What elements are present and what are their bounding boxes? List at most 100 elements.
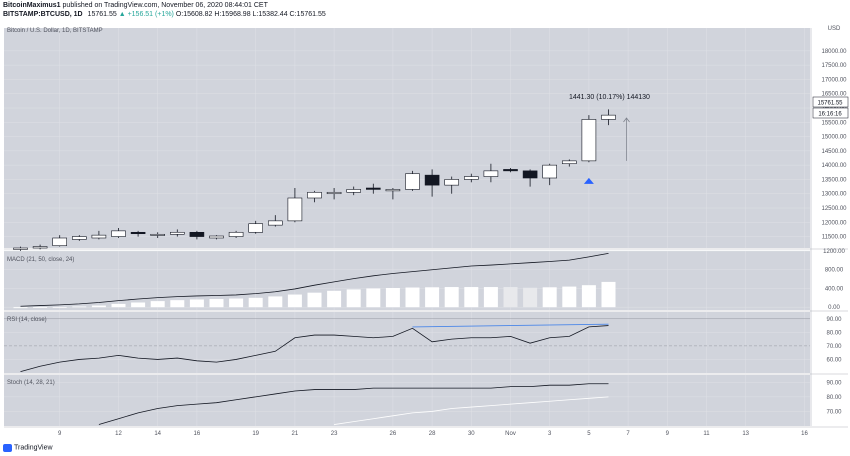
macd-tick-label: 0.00 bbox=[828, 305, 840, 311]
candle-body bbox=[287, 197, 303, 222]
candle-body bbox=[522, 170, 538, 179]
macd-histogram-bar bbox=[542, 287, 557, 308]
candle-body bbox=[150, 233, 165, 236]
x-tick-label: 11 bbox=[703, 431, 710, 437]
price-tick-label: 18000.00 bbox=[821, 49, 847, 55]
x-tick-label: 5 bbox=[587, 431, 591, 437]
candle-body bbox=[307, 191, 322, 199]
macd-histogram-bar bbox=[189, 299, 204, 308]
x-tick-label: 9 bbox=[666, 431, 670, 437]
macd-histogram-bar bbox=[581, 285, 596, 308]
x-tick-label: 28 bbox=[429, 431, 436, 437]
candle-body bbox=[601, 114, 616, 120]
chart-header: BitcoinMaximus1 published on TradingView… bbox=[0, 0, 850, 22]
price-pane bbox=[4, 28, 810, 248]
x-tick-label: 19 bbox=[252, 431, 259, 437]
macd-title: MACD (21, 50, close, 24) bbox=[7, 257, 74, 263]
candle-body bbox=[248, 223, 263, 233]
x-tick-label: 16 bbox=[194, 431, 201, 437]
candle-body bbox=[91, 234, 107, 239]
macd-histogram-bar bbox=[464, 287, 479, 308]
tradingview-logo[interactable]: TradingView bbox=[3, 444, 53, 452]
rsi-tick-label: 70.00 bbox=[826, 344, 842, 350]
low-value: L:15382.44 bbox=[252, 11, 288, 18]
x-tick-label: 14 bbox=[154, 431, 161, 437]
rsi-line bbox=[20, 325, 609, 373]
candle-body bbox=[52, 237, 68, 247]
candle-body bbox=[346, 189, 362, 193]
price-tick-label: 14000.00 bbox=[821, 163, 847, 169]
candle-body bbox=[424, 174, 440, 186]
candle-body bbox=[581, 119, 597, 162]
price-tick-label: 14500.00 bbox=[821, 149, 847, 155]
main-pane-title: Bitcoin / U.S. Dollar, 1D, BITSTAMP bbox=[7, 28, 103, 34]
stoch-tick-label: 80.00 bbox=[826, 395, 842, 401]
rsi-pane bbox=[4, 312, 810, 373]
chart-area[interactable]: 9 12 14 16 19 21 23 26 28 30 Nov 3 5 7 9 11 13 16 11500.00… bbox=[0, 22, 850, 442]
candle-body bbox=[32, 246, 48, 249]
ohlc-legend: BITSTAMP:BTCUSD, 1D 15761.55 ▲ +156.51 (… bbox=[3, 11, 326, 18]
rsi-tick-label: 90.00 bbox=[826, 317, 842, 323]
tradingview-logo-icon bbox=[3, 444, 12, 452]
x-tick-label: 9 bbox=[58, 431, 62, 437]
price-tick-label: 15500.00 bbox=[821, 120, 847, 126]
price-tick-label: 17500.00 bbox=[821, 63, 847, 69]
candle-body bbox=[561, 160, 577, 165]
price-change: ▲ +156.51 (+1%) bbox=[118, 11, 174, 18]
candle-body bbox=[365, 187, 381, 190]
last-price: 15761.55 bbox=[87, 11, 117, 18]
price-tag-value: 15761.55 bbox=[817, 101, 843, 107]
chart-canvas[interactable]: 9 12 14 16 19 21 23 26 28 30 Nov 3 5 7 9 11 13 16 11500.00… bbox=[0, 22, 850, 442]
candle-body bbox=[483, 170, 499, 177]
price-tick-label: 15000.00 bbox=[821, 135, 847, 141]
macd-histogram-bar bbox=[385, 287, 400, 308]
candle-body bbox=[189, 231, 205, 237]
countdown-tag bbox=[812, 107, 849, 119]
x-tick-label: 26 bbox=[390, 431, 397, 437]
macd-histogram-bar bbox=[425, 287, 440, 308]
macd-histogram-bar bbox=[111, 303, 126, 308]
candle-body bbox=[503, 169, 518, 172]
x-tick-label: 30 bbox=[468, 431, 475, 437]
candle-body bbox=[13, 247, 28, 250]
macd-histogram-bar bbox=[209, 298, 224, 308]
macd-histogram-bar bbox=[327, 290, 342, 308]
stoch-tick-label: 70.00 bbox=[826, 409, 842, 415]
signal-marker bbox=[583, 177, 594, 184]
high-value: H:15968.98 bbox=[214, 11, 251, 18]
price-tick-label: 13000.00 bbox=[821, 192, 847, 198]
x-tick-label: 16 bbox=[801, 431, 808, 437]
rsi-tick-label: 80.00 bbox=[826, 330, 842, 336]
publication-line: BitcoinMaximus1 published on TradingView… bbox=[3, 2, 268, 9]
macd-line bbox=[20, 252, 609, 307]
candle-body bbox=[111, 230, 126, 237]
stoch-k-line bbox=[98, 383, 609, 425]
x-tick-label: 13 bbox=[742, 431, 749, 437]
candle-body bbox=[72, 236, 87, 240]
candle-body bbox=[267, 220, 283, 226]
open-value: O:15608.82 bbox=[175, 11, 213, 18]
macd-histogram-bar bbox=[307, 292, 322, 308]
stoch-d-line bbox=[334, 396, 609, 425]
tradingview-brand: TradingView bbox=[14, 444, 53, 452]
macd-histogram-bar bbox=[150, 301, 165, 308]
symbol-label[interactable]: BITSTAMP:BTCUSD, 1D bbox=[3, 11, 83, 18]
candle-body bbox=[209, 235, 224, 239]
macd-tick-label: 800.00 bbox=[825, 268, 844, 274]
macd-histogram-bar bbox=[366, 288, 381, 308]
candle-body bbox=[130, 231, 146, 235]
candle-body bbox=[405, 173, 420, 190]
price-tick-label: 16500.00 bbox=[821, 92, 847, 98]
x-tick-label: 3 bbox=[548, 431, 552, 437]
stoch-title: Stoch (14, 28, 21) bbox=[7, 380, 55, 386]
macd-histogram-bar bbox=[229, 298, 244, 308]
macd-tick-label: 1200.00 bbox=[823, 249, 845, 255]
author-name[interactable]: BitcoinMaximus1 bbox=[3, 2, 61, 9]
rsi-title: RSI (14, close) bbox=[7, 317, 47, 323]
currency-label: USD bbox=[828, 26, 841, 32]
macd-tick-label: 400.00 bbox=[825, 286, 844, 292]
measure-arrow-head bbox=[623, 117, 630, 123]
countdown-value: 16:16:16 bbox=[818, 112, 842, 118]
macd-histogram-bar bbox=[52, 306, 67, 308]
stoch-pane bbox=[4, 375, 810, 426]
